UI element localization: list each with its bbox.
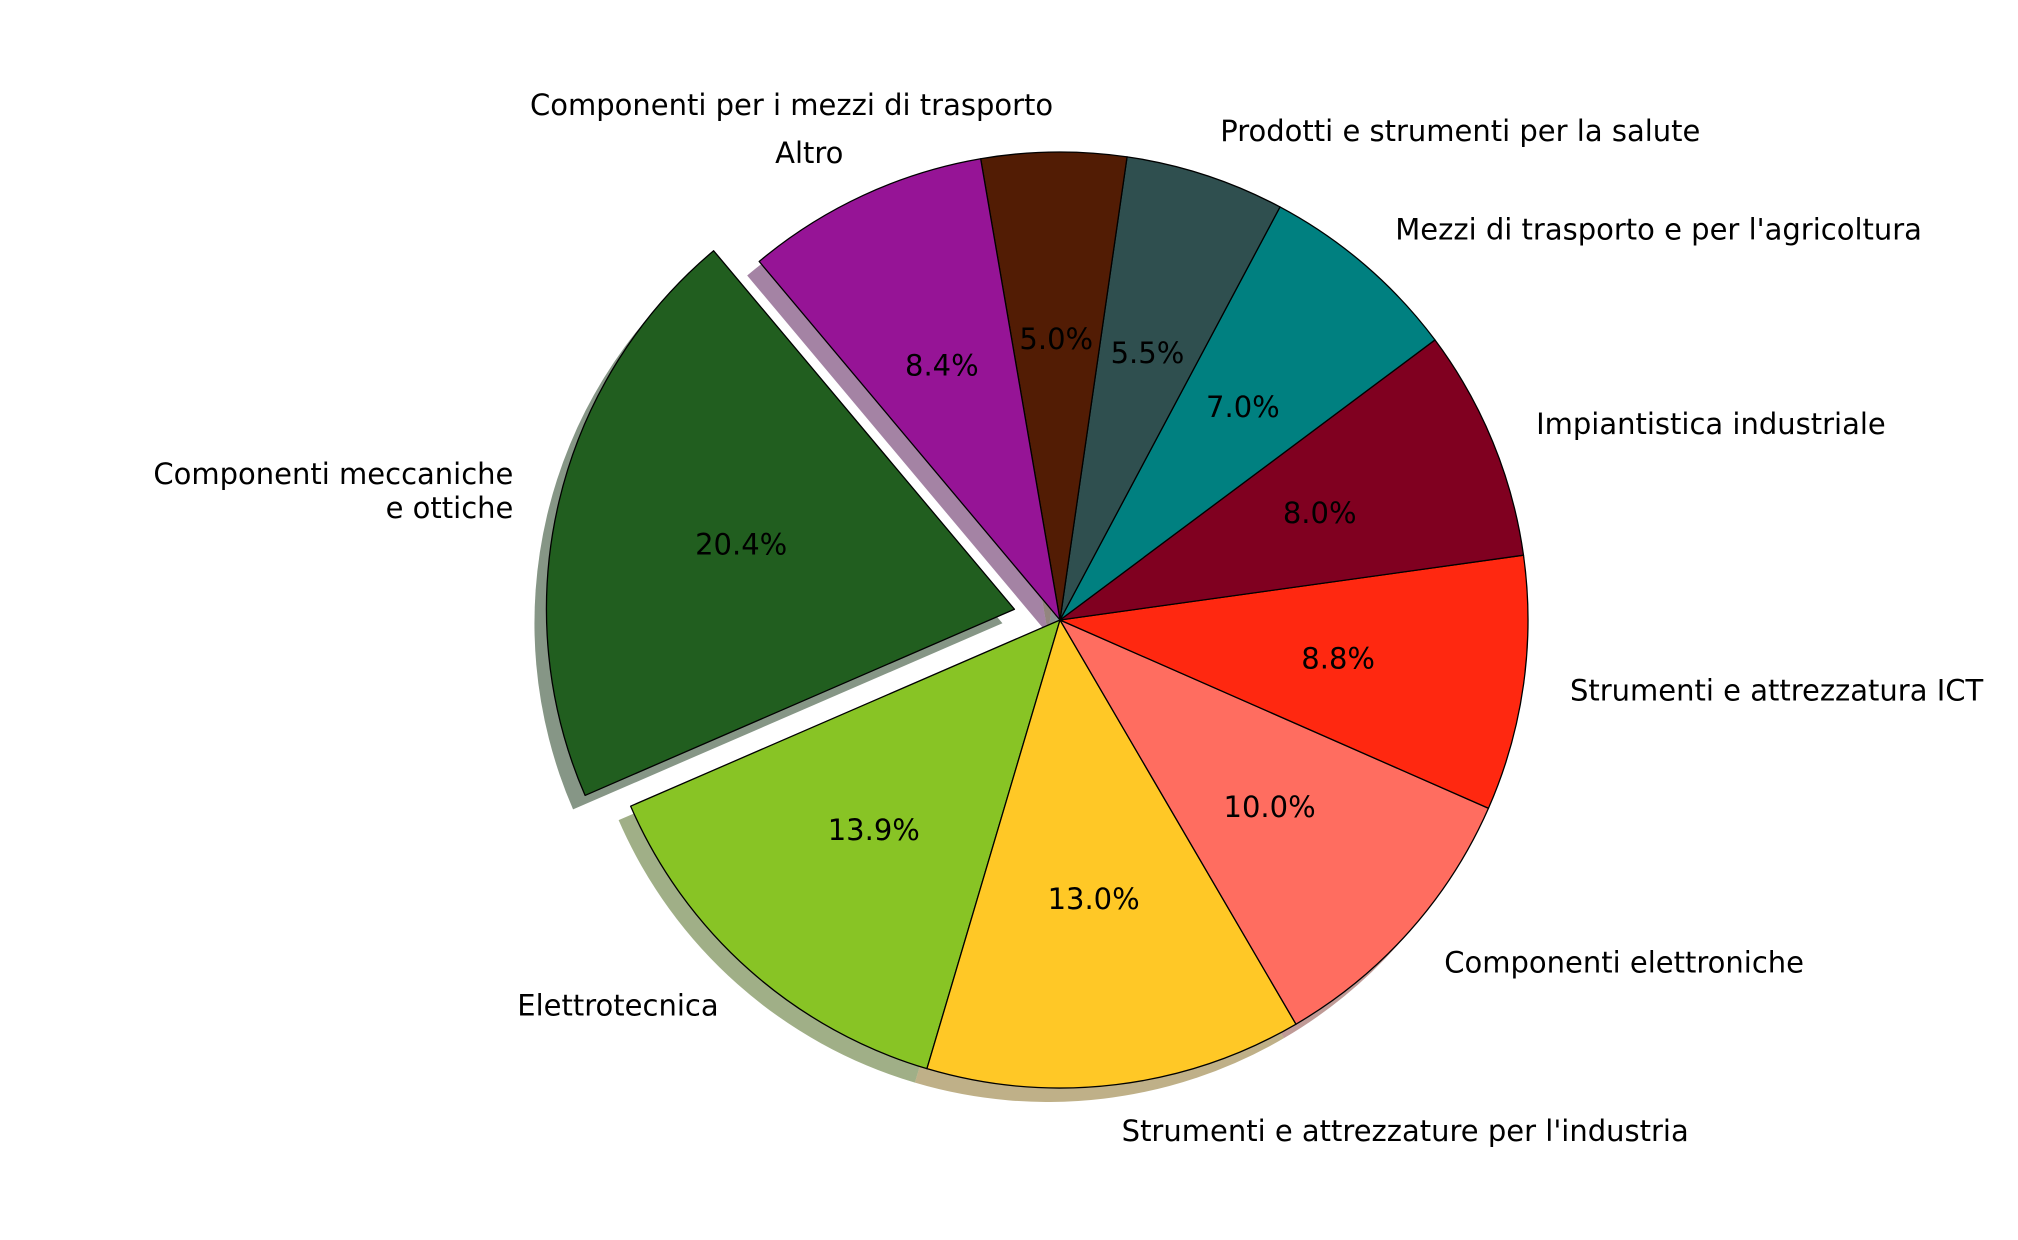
pie-slice-componenti-per-i-mezzi-di-trasporto [980, 151, 1128, 621]
category-label-line: Componenti meccaniche [153, 457, 513, 491]
category-label-prodotti-e-strumenti-per-la-salute: Prodotti e strumenti per la salute [1220, 114, 1700, 148]
category-label-line: Elettrotecnica [517, 988, 718, 1022]
percent-label-strumenti-e-attrezzatura-ict: 8.8% [1301, 641, 1375, 675]
category-label-line: Prodotti e strumenti per la salute [1220, 114, 1700, 148]
category-label-line: Mezzi di trasporto e per l'agricoltura [1395, 212, 1922, 246]
pie-slice-altro [758, 158, 1061, 621]
category-label-altro: Altro [775, 136, 843, 170]
percent-label-layer: 20.4% 13.9% 13.0% 10.0% 8.8% 8.0% 7.0% 5.5% 5.0%… [695, 322, 1375, 916]
pie-slice-elettrotecnica [629, 619, 1061, 1070]
category-label-line: Strumenti e attrezzatura ICT [1570, 674, 1984, 708]
percent-label-componenti-meccaniche-e-ottiche: 20.4% [695, 528, 787, 562]
category-label-line: Altro [775, 136, 843, 170]
category-label-componenti-elettroniche: Componenti elettroniche [1444, 946, 1804, 980]
percent-label-componenti-elettroniche: 10.0% [1224, 790, 1316, 824]
category-label-impiantistica-industriale: Impiantistica industriale [1536, 407, 1886, 441]
percent-label-impiantistica-industriale: 8.0% [1283, 496, 1357, 530]
pie-slice-componenti-meccaniche-e-ottiche [545, 250, 1016, 797]
category-label-line: Componenti per i mezzi di trasporto [530, 88, 1053, 122]
pie-slice-strumenti-e-attrezzature-per-l-industria [926, 619, 1297, 1089]
category-label-mezzi-di-trasporto-e-per-l-agricoltura: Mezzi di trasporto e per l'agricoltura [1395, 212, 1922, 246]
category-label-layer: Componenti meccaniche e ottiche Elettrotec… [153, 88, 1983, 1148]
category-label-componenti-meccaniche-e-ottiche: Componenti meccaniche e ottiche [153, 457, 513, 525]
percent-label-mezzi-di-trasporto-e-per-l-agricoltura: 7.0% [1206, 390, 1280, 424]
percent-label-prodotti-e-strumenti-per-la-salute: 5.5% [1111, 336, 1185, 370]
percent-label-strumenti-e-attrezzature-per-l-industria: 13.0% [1048, 882, 1140, 916]
pie-slice-impiantistica-industriale [1059, 339, 1525, 621]
percent-label-elettrotecnica: 13.9% [828, 813, 920, 847]
category-label-line: Componenti elettroniche [1444, 946, 1804, 980]
pie-slice-mezzi-di-trasporto-e-per-l-agricoltura [1059, 206, 1436, 621]
percent-label-componenti-per-i-mezzi-di-trasporto: 5.0% [1019, 322, 1093, 356]
slice-layer [545, 151, 1529, 1089]
pie-slice-componenti-elettroniche [1059, 619, 1490, 1025]
category-label-line: e ottiche [386, 491, 514, 525]
category-label-componenti-per-i-mezzi-di-trasporto: Componenti per i mezzi di trasporto [530, 88, 1053, 122]
category-label-line: Strumenti e attrezzature per l'industria [1122, 1114, 1689, 1148]
pie-slice-strumenti-e-attrezzatura-ict [1059, 554, 1529, 809]
percent-label-altro: 8.4% [905, 348, 979, 382]
pie-slice-prodotti-e-strumenti-per-la-salute [1059, 156, 1281, 621]
category-label-strumenti-e-attrezzature-per-l-industria: Strumenti e attrezzature per l'industria [1122, 1114, 1689, 1148]
category-label-elettrotecnica: Elettrotecnica [517, 988, 718, 1022]
category-label-line: Impiantistica industriale [1536, 407, 1886, 441]
category-label-strumenti-e-attrezzatura-ict: Strumenti e attrezzatura ICT [1570, 674, 1984, 708]
